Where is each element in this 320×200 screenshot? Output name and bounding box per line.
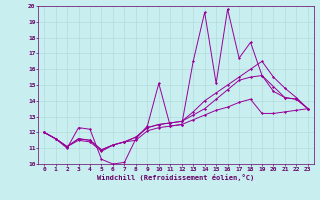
X-axis label: Windchill (Refroidissement éolien,°C): Windchill (Refroidissement éolien,°C) [97, 174, 255, 181]
